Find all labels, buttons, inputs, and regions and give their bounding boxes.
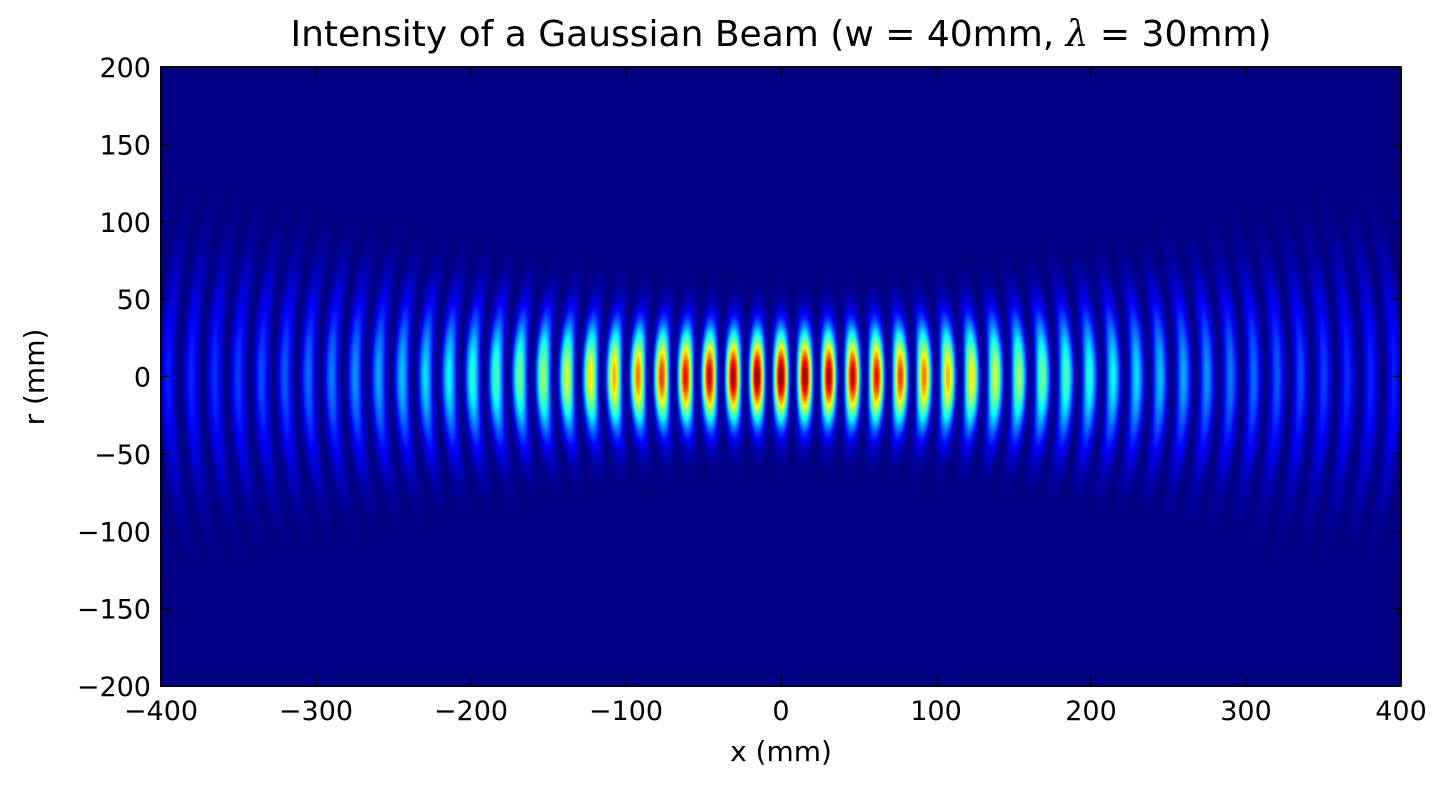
y-axis-ticks: −200 −150 −100 −50 0 50 100 150 200 xyxy=(77,53,1401,703)
x-tick-label: −100 xyxy=(589,696,663,727)
x-tick-label: 200 xyxy=(1065,696,1117,727)
plot-frame xyxy=(160,66,1402,687)
y-tick-label: 200 xyxy=(99,53,151,84)
x-tick-label: 0 xyxy=(772,696,789,727)
x-tick-label: −200 xyxy=(434,696,508,727)
chart-title-suffix: = 30mm) xyxy=(1088,14,1272,55)
y-tick-label: 150 xyxy=(99,130,151,161)
x-tick-label: 400 xyxy=(1375,696,1427,727)
chart-title-lambda: λ xyxy=(1065,14,1089,55)
x-tick-label: 100 xyxy=(910,696,962,727)
x-tick-label: 300 xyxy=(1220,696,1272,727)
y-tick-label: 100 xyxy=(99,208,151,239)
y-tick-label: −200 xyxy=(77,672,151,703)
y-tick-label: 0 xyxy=(134,363,151,394)
x-axis-ticks: −400 −300 −200 −100 0 100 200 300 400 xyxy=(124,67,1427,727)
x-tick-label: −300 xyxy=(279,696,353,727)
x-tick-label: −400 xyxy=(124,696,198,727)
y-axis-label: r (mm) xyxy=(18,329,51,426)
chart-title: Intensity of a Gaussian Beam (w = 40mm, … xyxy=(0,14,1450,55)
y-tick-label: 50 xyxy=(117,285,151,316)
y-tick-label: −100 xyxy=(77,517,151,548)
heatmap-plot-area xyxy=(161,67,1401,686)
chart-title-prefix: Intensity of a Gaussian Beam (w = 40mm, xyxy=(290,14,1066,55)
y-tick-label: −150 xyxy=(77,595,151,626)
y-tick-label: −50 xyxy=(94,440,151,471)
x-axis-label: x (mm) xyxy=(730,735,832,768)
